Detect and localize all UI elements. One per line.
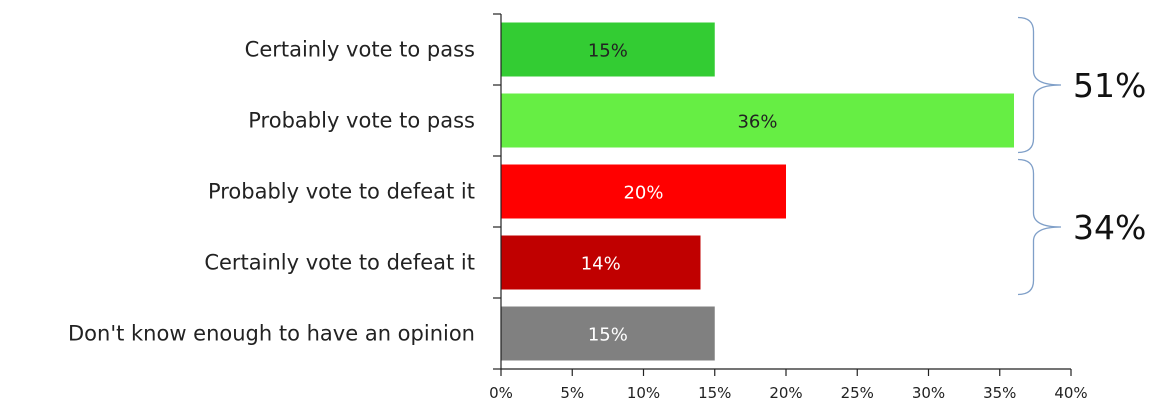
- x-tick-label: 30%: [912, 384, 945, 402]
- data-labels: 15% 36% 20% 14% 15%: [581, 41, 778, 346]
- x-tick-label: 25%: [841, 384, 874, 402]
- bar: [501, 164, 786, 219]
- bar: [501, 235, 701, 290]
- x-tick-label: 35%: [983, 384, 1016, 402]
- x-tick-label: 20%: [769, 384, 802, 402]
- bars-group: [501, 22, 1014, 361]
- category-label: Probably vote to defeat it: [208, 180, 475, 204]
- x-tick-label: 40%: [1054, 384, 1087, 402]
- x-tick-label: 5%: [560, 384, 584, 402]
- group-brackets: 51% 34%: [1017, 16, 1146, 296]
- group-total-label: 51%: [1073, 66, 1146, 105]
- data-label: 36%: [737, 112, 777, 133]
- axes: 0% 5% 10% 15% 20% 25% 30% 35% 40%: [489, 13, 1088, 402]
- x-tick-label: 10%: [627, 384, 660, 402]
- bar: [501, 93, 1014, 148]
- bar: [501, 22, 715, 77]
- category-label: Probably vote to pass: [248, 109, 475, 133]
- group-total-label: 34%: [1073, 208, 1146, 247]
- group-bracket: [1017, 158, 1062, 296]
- category-label: Certainly vote to defeat it: [204, 251, 475, 275]
- category-label: Certainly vote to pass: [245, 38, 475, 62]
- x-tick-label: 0%: [489, 384, 513, 402]
- data-label: 15%: [588, 41, 628, 62]
- data-label: 20%: [623, 183, 663, 204]
- category-labels: Certainly vote to pass Probably vote to p…: [68, 38, 475, 346]
- data-label: 15%: [588, 325, 628, 346]
- group-bracket: [1017, 16, 1062, 154]
- bar: [501, 306, 715, 361]
- data-label: 14%: [581, 254, 621, 275]
- x-tick-label: 15%: [698, 384, 731, 402]
- category-label: Don't know enough to have an opinion: [68, 322, 475, 346]
